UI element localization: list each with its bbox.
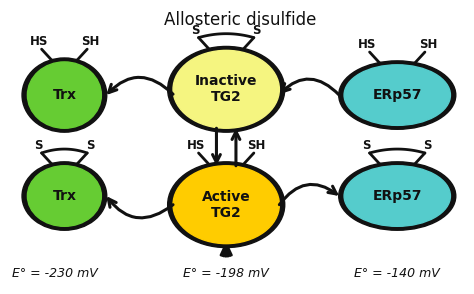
- Text: S: S: [363, 139, 371, 152]
- Ellipse shape: [27, 166, 101, 226]
- Ellipse shape: [344, 166, 450, 226]
- Text: ERp57: ERp57: [373, 88, 422, 102]
- Ellipse shape: [173, 50, 279, 128]
- FancyArrowPatch shape: [109, 77, 173, 94]
- Text: HS: HS: [186, 139, 205, 152]
- Text: Allosteric disulfide: Allosteric disulfide: [164, 11, 316, 29]
- Ellipse shape: [168, 46, 285, 132]
- Text: S: S: [35, 139, 43, 152]
- Ellipse shape: [22, 58, 107, 132]
- Text: HS: HS: [357, 38, 376, 51]
- FancyArrowPatch shape: [282, 79, 339, 95]
- Ellipse shape: [173, 166, 279, 244]
- Ellipse shape: [339, 162, 456, 230]
- Ellipse shape: [27, 62, 101, 128]
- Text: S: S: [253, 24, 261, 37]
- Text: HS: HS: [29, 35, 48, 48]
- Text: SH: SH: [81, 35, 100, 48]
- Text: Inactive
TG2: Inactive TG2: [195, 74, 257, 104]
- Text: S: S: [86, 139, 94, 152]
- Text: E° = -230 mV: E° = -230 mV: [12, 267, 98, 280]
- Text: ERp57: ERp57: [373, 189, 422, 203]
- Text: Trx: Trx: [53, 189, 76, 203]
- FancyArrowPatch shape: [279, 184, 337, 205]
- Text: S: S: [424, 139, 432, 152]
- Text: E° = -198 mV: E° = -198 mV: [183, 267, 269, 280]
- Ellipse shape: [344, 65, 450, 125]
- Ellipse shape: [22, 162, 107, 230]
- Text: SH: SH: [419, 38, 437, 51]
- Text: S: S: [191, 24, 200, 37]
- FancyArrowPatch shape: [212, 128, 220, 162]
- Text: E° = -140 mV: E° = -140 mV: [355, 267, 440, 280]
- Ellipse shape: [168, 162, 285, 248]
- Text: Trx: Trx: [53, 88, 76, 102]
- FancyArrowPatch shape: [232, 132, 240, 166]
- FancyArrowPatch shape: [109, 199, 173, 218]
- Text: SH: SH: [247, 139, 266, 152]
- Ellipse shape: [339, 61, 456, 129]
- Text: Active
TG2: Active TG2: [202, 190, 251, 220]
